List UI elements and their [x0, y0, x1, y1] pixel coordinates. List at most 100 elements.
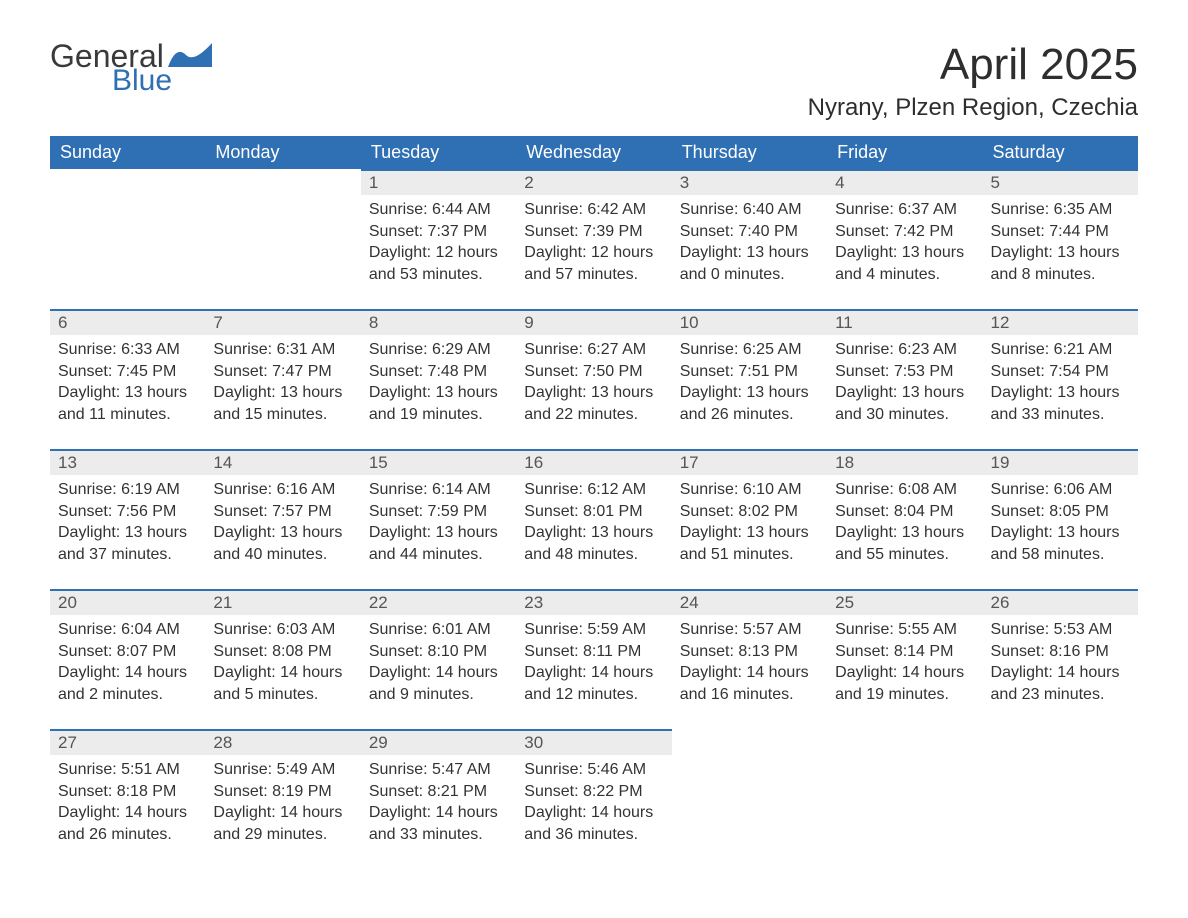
- sunrise-line: Sunrise: 6:37 AM: [835, 199, 974, 221]
- day-number: 7: [205, 309, 360, 335]
- day-data: Sunrise: 5:51 AMSunset: 8:18 PMDaylight:…: [50, 755, 205, 847]
- calendar-cell: 30Sunrise: 5:46 AMSunset: 8:22 PMDayligh…: [516, 729, 671, 869]
- sunset-line: Sunset: 8:14 PM: [835, 641, 974, 663]
- sunrise-line: Sunrise: 6:44 AM: [369, 199, 508, 221]
- sunrise-line: Sunrise: 6:04 AM: [58, 619, 197, 641]
- sunrise-line: Sunrise: 6:01 AM: [369, 619, 508, 641]
- day-data: Sunrise: 6:16 AMSunset: 7:57 PMDaylight:…: [205, 475, 360, 567]
- day-number: 18: [827, 449, 982, 475]
- sunset-line: Sunset: 8:19 PM: [213, 781, 352, 803]
- daylight-line: Daylight: 13 hours and 19 minutes.: [369, 382, 508, 425]
- sunrise-line: Sunrise: 5:59 AM: [524, 619, 663, 641]
- daylight-line: Daylight: 13 hours and 30 minutes.: [835, 382, 974, 425]
- sunset-line: Sunset: 8:07 PM: [58, 641, 197, 663]
- day-number: 3: [672, 169, 827, 195]
- daylight-line: Daylight: 13 hours and 4 minutes.: [835, 242, 974, 285]
- sunrise-line: Sunrise: 5:51 AM: [58, 759, 197, 781]
- calendar-cell: 20Sunrise: 6:04 AMSunset: 8:07 PMDayligh…: [50, 589, 205, 729]
- calendar-cell: 24Sunrise: 5:57 AMSunset: 8:13 PMDayligh…: [672, 589, 827, 729]
- calendar-cell: 18Sunrise: 6:08 AMSunset: 8:04 PMDayligh…: [827, 449, 982, 589]
- day-data: Sunrise: 5:53 AMSunset: 8:16 PMDaylight:…: [983, 615, 1138, 707]
- calendar-cell: 1Sunrise: 6:44 AMSunset: 7:37 PMDaylight…: [361, 169, 516, 309]
- day-number: 27: [50, 729, 205, 755]
- calendar-cell: 7Sunrise: 6:31 AMSunset: 7:47 PMDaylight…: [205, 309, 360, 449]
- logo-text-blue: Blue: [112, 66, 212, 96]
- daylight-line: Daylight: 14 hours and 2 minutes.: [58, 662, 197, 705]
- sunrise-line: Sunrise: 6:16 AM: [213, 479, 352, 501]
- calendar-cell: [672, 729, 827, 869]
- calendar-table: SundayMondayTuesdayWednesdayThursdayFrid…: [50, 136, 1138, 869]
- day-data: Sunrise: 5:59 AMSunset: 8:11 PMDaylight:…: [516, 615, 671, 707]
- day-number: 24: [672, 589, 827, 615]
- day-data: Sunrise: 6:33 AMSunset: 7:45 PMDaylight:…: [50, 335, 205, 427]
- day-data: Sunrise: 6:27 AMSunset: 7:50 PMDaylight:…: [516, 335, 671, 427]
- day-number: 13: [50, 449, 205, 475]
- daylight-line: Daylight: 13 hours and 48 minutes.: [524, 522, 663, 565]
- day-number: 9: [516, 309, 671, 335]
- dow-header: Saturday: [983, 136, 1138, 169]
- sunset-line: Sunset: 7:50 PM: [524, 361, 663, 383]
- calendar-cell: 13Sunrise: 6:19 AMSunset: 7:56 PMDayligh…: [50, 449, 205, 589]
- daylight-line: Daylight: 13 hours and 40 minutes.: [213, 522, 352, 565]
- sunrise-line: Sunrise: 6:10 AM: [680, 479, 819, 501]
- sunset-line: Sunset: 7:37 PM: [369, 221, 508, 243]
- topbar: General Blue April 2025 Nyrany, Plzen Re…: [50, 40, 1138, 122]
- day-data: Sunrise: 5:49 AMSunset: 8:19 PMDaylight:…: [205, 755, 360, 847]
- daylight-line: Daylight: 13 hours and 33 minutes.: [991, 382, 1130, 425]
- dow-header: Friday: [827, 136, 982, 169]
- day-data: Sunrise: 6:14 AMSunset: 7:59 PMDaylight:…: [361, 475, 516, 567]
- calendar-cell: 26Sunrise: 5:53 AMSunset: 8:16 PMDayligh…: [983, 589, 1138, 729]
- sunrise-line: Sunrise: 5:53 AM: [991, 619, 1130, 641]
- calendar-cell: [205, 169, 360, 309]
- daylight-line: Daylight: 13 hours and 11 minutes.: [58, 382, 197, 425]
- day-data: Sunrise: 6:21 AMSunset: 7:54 PMDaylight:…: [983, 335, 1138, 427]
- sunset-line: Sunset: 7:47 PM: [213, 361, 352, 383]
- sunrise-line: Sunrise: 5:49 AM: [213, 759, 352, 781]
- sunrise-line: Sunrise: 6:27 AM: [524, 339, 663, 361]
- sunrise-line: Sunrise: 6:21 AM: [991, 339, 1130, 361]
- day-data: Sunrise: 6:19 AMSunset: 7:56 PMDaylight:…: [50, 475, 205, 567]
- page: General Blue April 2025 Nyrany, Plzen Re…: [0, 0, 1188, 899]
- day-data: Sunrise: 6:29 AMSunset: 7:48 PMDaylight:…: [361, 335, 516, 427]
- day-data: Sunrise: 5:57 AMSunset: 8:13 PMDaylight:…: [672, 615, 827, 707]
- day-number: 22: [361, 589, 516, 615]
- sunrise-line: Sunrise: 6:29 AM: [369, 339, 508, 361]
- day-data: Sunrise: 6:12 AMSunset: 8:01 PMDaylight:…: [516, 475, 671, 567]
- calendar-week: 6Sunrise: 6:33 AMSunset: 7:45 PMDaylight…: [50, 309, 1138, 449]
- sunset-line: Sunset: 7:44 PM: [991, 221, 1130, 243]
- day-data: Sunrise: 6:03 AMSunset: 8:08 PMDaylight:…: [205, 615, 360, 707]
- sunset-line: Sunset: 8:04 PM: [835, 501, 974, 523]
- day-data: Sunrise: 6:44 AMSunset: 7:37 PMDaylight:…: [361, 195, 516, 287]
- sunrise-line: Sunrise: 6:19 AM: [58, 479, 197, 501]
- daylight-line: Daylight: 14 hours and 16 minutes.: [680, 662, 819, 705]
- calendar-week: 13Sunrise: 6:19 AMSunset: 7:56 PMDayligh…: [50, 449, 1138, 589]
- day-number: 5: [983, 169, 1138, 195]
- daylight-line: Daylight: 13 hours and 0 minutes.: [680, 242, 819, 285]
- calendar-cell: 10Sunrise: 6:25 AMSunset: 7:51 PMDayligh…: [672, 309, 827, 449]
- dow-header: Sunday: [50, 136, 205, 169]
- sunset-line: Sunset: 7:57 PM: [213, 501, 352, 523]
- daylight-line: Daylight: 13 hours and 22 minutes.: [524, 382, 663, 425]
- sunset-line: Sunset: 8:18 PM: [58, 781, 197, 803]
- daylight-line: Daylight: 12 hours and 53 minutes.: [369, 242, 508, 285]
- daylight-line: Daylight: 13 hours and 15 minutes.: [213, 382, 352, 425]
- sunset-line: Sunset: 8:21 PM: [369, 781, 508, 803]
- day-number: 25: [827, 589, 982, 615]
- calendar-week: 1Sunrise: 6:44 AMSunset: 7:37 PMDaylight…: [50, 169, 1138, 309]
- daylight-line: Daylight: 13 hours and 26 minutes.: [680, 382, 819, 425]
- sunrise-line: Sunrise: 5:47 AM: [369, 759, 508, 781]
- daylight-line: Daylight: 14 hours and 33 minutes.: [369, 802, 508, 845]
- day-number: 19: [983, 449, 1138, 475]
- sunrise-line: Sunrise: 6:42 AM: [524, 199, 663, 221]
- daylight-line: Daylight: 12 hours and 57 minutes.: [524, 242, 663, 285]
- calendar-cell: 15Sunrise: 6:14 AMSunset: 7:59 PMDayligh…: [361, 449, 516, 589]
- day-data: Sunrise: 6:06 AMSunset: 8:05 PMDaylight:…: [983, 475, 1138, 567]
- daylight-line: Daylight: 14 hours and 5 minutes.: [213, 662, 352, 705]
- sunset-line: Sunset: 7:39 PM: [524, 221, 663, 243]
- calendar-week: 20Sunrise: 6:04 AMSunset: 8:07 PMDayligh…: [50, 589, 1138, 729]
- daylight-line: Daylight: 14 hours and 36 minutes.: [524, 802, 663, 845]
- dow-header: Wednesday: [516, 136, 671, 169]
- calendar-header-row: SundayMondayTuesdayWednesdayThursdayFrid…: [50, 136, 1138, 169]
- sunrise-line: Sunrise: 6:06 AM: [991, 479, 1130, 501]
- daylight-line: Daylight: 14 hours and 19 minutes.: [835, 662, 974, 705]
